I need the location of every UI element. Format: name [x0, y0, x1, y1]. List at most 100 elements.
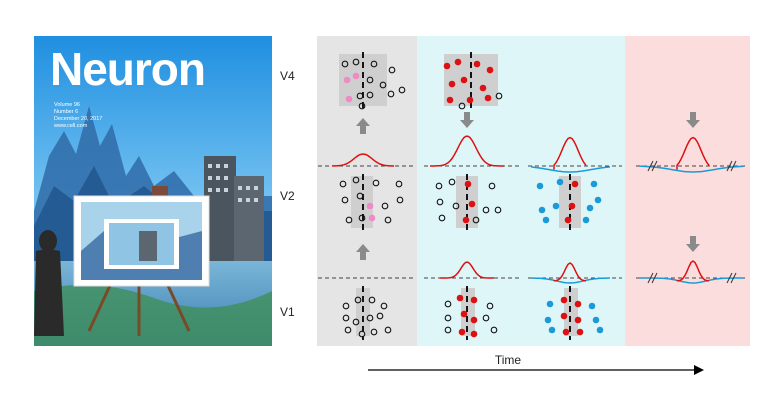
neuron-dot-red [468, 200, 476, 208]
neuron-dot-pink [352, 72, 360, 80]
neuron-dot-inactive [472, 216, 480, 224]
neuron-dot-inactive [352, 58, 360, 66]
neuron-dot-pink [345, 95, 353, 103]
neuron-dot-inactive [388, 66, 396, 74]
neuron-dot-inactive [366, 76, 374, 84]
neuron-dot-red [454, 58, 462, 66]
neuron-dot-inactive [396, 196, 404, 204]
neuron-dot-red [443, 62, 451, 70]
neuron-dot-blue [546, 300, 554, 308]
response-curve [553, 262, 587, 282]
up-arrow-shaft [360, 126, 366, 134]
neuron-dot-red [562, 328, 570, 336]
panel-later [625, 36, 750, 346]
neuron-dot-inactive [448, 178, 456, 186]
neuron-dot-inactive [344, 326, 352, 334]
receptive-field-box [564, 288, 578, 336]
journal-cover: Neuron Volume 96 Number 6 December 20, 2… [34, 36, 272, 346]
neuron-dot-red [456, 294, 464, 302]
neuron-dot-blue [538, 206, 546, 214]
neuron-dot-red [473, 60, 481, 68]
axis-break [647, 160, 654, 172]
neuron-dot-blue [548, 326, 556, 334]
neuron-dot-inactive [452, 202, 460, 210]
neuron-dot-blue [588, 302, 596, 310]
neuron-dot-red [564, 216, 572, 224]
area-label-v4: V4 [280, 69, 295, 83]
receptive-field-box [456, 176, 478, 228]
neuron-dot-inactive [444, 300, 452, 308]
neuron-dot-inactive [339, 180, 347, 188]
neuron-dot-inactive [438, 214, 446, 222]
neuron-dot-red [568, 202, 576, 210]
neuron-dot-inactive [358, 214, 366, 222]
up-arrow-icon [356, 244, 370, 252]
axis-break [647, 272, 654, 284]
up-arrow-icon [356, 118, 370, 126]
neuron-dot-red [486, 66, 494, 74]
neuron-dot-red [574, 316, 582, 324]
neuron-dot-red [460, 310, 468, 318]
response-curve [440, 261, 494, 279]
suppression-curve [531, 166, 611, 173]
neuron-dot-blue [536, 182, 544, 190]
neuron-dot-inactive [488, 182, 496, 190]
neuron-dot-red [470, 316, 478, 324]
neuron-dot-inactive [352, 318, 360, 326]
neuron-dot-inactive [495, 92, 503, 100]
response-curve [553, 136, 587, 170]
neuron-dot-inactive [482, 314, 490, 322]
neuron-dot-red [446, 96, 454, 104]
url-text: www.cell.com [54, 123, 88, 129]
neuron-dot-inactive [444, 326, 452, 334]
response-curve [430, 135, 504, 167]
neuron-dot-inactive [358, 330, 366, 338]
neuron-dot-inactive [370, 328, 378, 336]
neuron-dot-blue [544, 316, 552, 324]
neuron-dot-red [576, 328, 584, 336]
neuron-dot-blue [590, 180, 598, 188]
neuron-dot-inactive [494, 206, 502, 214]
axis-break [651, 272, 658, 284]
neuron-dot-inactive [381, 202, 389, 210]
area-label-v1: V1 [280, 305, 295, 319]
down-arrow-icon [686, 120, 700, 128]
neuron-dot-inactive [356, 192, 364, 200]
neuron-dot-red [464, 180, 472, 188]
neuron-dot-inactive [384, 326, 392, 334]
neuron-dot-red [466, 96, 474, 104]
neuron-dot-inactive [384, 216, 392, 224]
neuron-dot-inactive [354, 296, 362, 304]
neuron-dot-red [479, 84, 487, 92]
axis-break [726, 160, 733, 172]
neuron-dot-red [571, 180, 579, 188]
neuron-dot-red [470, 296, 478, 304]
down-arrow-icon [686, 244, 700, 252]
neuron-dot-inactive [366, 314, 374, 322]
response-curve [331, 153, 395, 167]
neuron-dot-inactive [395, 180, 403, 188]
neuron-dot-inactive [379, 81, 387, 89]
neuron-dot-inactive [341, 60, 349, 68]
journal-title: Neuron [50, 43, 206, 95]
down-arrow-shaft [690, 236, 696, 244]
neuron-dot-inactive [342, 302, 350, 310]
axis-break [730, 160, 737, 172]
suppression-curve [531, 277, 611, 284]
neuron-dot-red [560, 296, 568, 304]
neuron-dot-blue [594, 196, 602, 204]
neuron-dot-blue [582, 216, 590, 224]
receptive-field-box [351, 176, 373, 228]
axis-break [651, 160, 658, 172]
neuron-dot-inactive [368, 296, 376, 304]
neuron-dot-blue [596, 326, 604, 334]
response-curve [676, 260, 710, 282]
response-curve [676, 136, 710, 170]
neuron-dot-blue [586, 204, 594, 212]
cover-artwork [34, 36, 272, 346]
diagram-elements [318, 52, 746, 340]
neuron-dot-inactive [436, 198, 444, 206]
date-text: December 20, 2017 [54, 116, 103, 122]
axis-break [726, 272, 733, 284]
